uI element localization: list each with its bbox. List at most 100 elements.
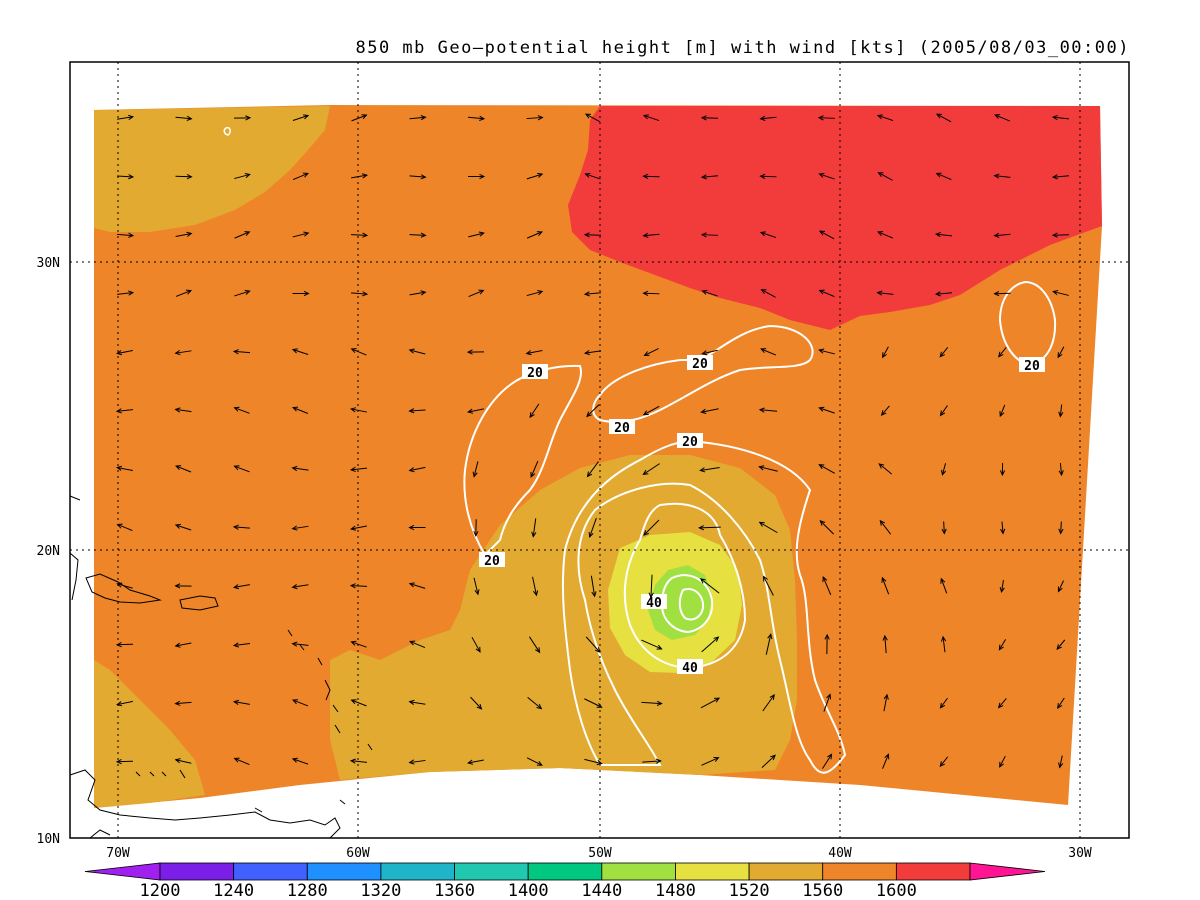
wind-arrow (292, 349, 309, 355)
wind-arrow (532, 518, 537, 537)
wind-arrow-head (822, 576, 828, 583)
wind-arrow-head (232, 642, 239, 648)
wind-arrow (994, 175, 1011, 178)
wind-arrow (351, 174, 367, 179)
wind-arrow-head (1056, 644, 1062, 651)
wind-arrow-head (473, 530, 479, 537)
wind-arrow (409, 409, 426, 412)
wind-arrow (877, 292, 894, 295)
wind-arrow (234, 465, 250, 473)
wind-arrow-head (233, 757, 240, 763)
wind-arrow-head (409, 640, 416, 646)
wind-arrow-head (533, 590, 539, 597)
wind-arrow (117, 116, 133, 120)
wind-arrow (585, 636, 601, 653)
wind-arrow-head (1051, 232, 1058, 238)
lon-axis-labels: 70W 60W 50W 40W 30W (106, 846, 1092, 861)
wind-arrow (234, 407, 250, 414)
wind-arrow (468, 759, 484, 764)
wind-arrow-head (420, 174, 427, 180)
wind-arrow-head (699, 578, 706, 584)
wind-arrow (819, 230, 835, 240)
wind-arrow-head (478, 289, 485, 295)
legend-swatch (969, 862, 1046, 881)
wind-arrow (292, 172, 309, 181)
wind-arrow (650, 574, 653, 598)
wind-arrow (936, 113, 952, 123)
wind-arrow-head (934, 291, 941, 297)
legend-label: 1200 (140, 881, 181, 900)
wind-arrow-head (536, 703, 543, 710)
wind-arrow (936, 172, 952, 181)
wind-arrow-head (818, 348, 825, 354)
legend-swatch (454, 862, 529, 881)
wind-arrow (819, 173, 835, 180)
wind-arrow-head (882, 634, 888, 641)
wind-arrow-head (186, 115, 193, 121)
wind-arrow-head (939, 761, 945, 768)
wind-arrow (643, 519, 660, 536)
wind-arrow (292, 584, 309, 588)
wind-arrow-head (588, 531, 594, 538)
wind-arrow-head (472, 471, 478, 478)
wind-arrow-head (479, 173, 486, 180)
wind-arrow (883, 694, 888, 712)
wind-arrow (765, 634, 772, 655)
wind-vectors (115, 113, 1070, 769)
wind-arrow (526, 757, 543, 766)
wind-arrow-head (759, 115, 766, 121)
wind-arrow (1059, 462, 1063, 476)
wind-arrow (643, 463, 660, 475)
wind-arrow-head (303, 114, 310, 120)
wind-arrow-head (818, 230, 825, 236)
wind-arrow-head (303, 231, 310, 237)
legend-swatch (527, 862, 603, 881)
wind-arrow-head (350, 640, 357, 646)
wind-arrow (700, 697, 720, 709)
wind-arrow (587, 461, 599, 477)
legend-label: 1440 (581, 881, 622, 900)
wind-arrow-head (537, 290, 544, 296)
wind-arrow-head (232, 699, 240, 705)
shade-1580 (568, 106, 1102, 330)
wind-arrow-head (642, 290, 649, 296)
wind-arrow-head (232, 584, 240, 590)
wind-arrow (467, 116, 485, 120)
wind-arrow-head (1057, 352, 1063, 359)
wind-arrow-head (116, 465, 123, 471)
lat-label-30n: 30N (37, 256, 60, 271)
wind-arrow (644, 348, 659, 356)
wind-arrow (175, 642, 192, 647)
wind-arrow-head (583, 291, 590, 297)
wind-arrow (760, 348, 777, 356)
wind-arrow-head (584, 113, 591, 119)
wind-arrow (759, 409, 778, 412)
wind-arrow (998, 346, 1007, 358)
coast-hispaniola (85, 573, 162, 604)
wind-arrow (762, 694, 775, 712)
contour-label-bg (677, 433, 703, 448)
wind-arrow-head (536, 760, 543, 766)
wind-arrow-head (467, 759, 474, 765)
wind-arrow (822, 754, 832, 769)
wind-arrow (292, 643, 309, 646)
wind-arrow (234, 701, 250, 705)
wind-arrow-head (244, 231, 251, 236)
wind-arrow (116, 233, 134, 237)
wind-arrow-head (128, 290, 135, 296)
wind-arrow (643, 405, 660, 416)
wind-arrow (1057, 346, 1065, 358)
wind-arrow-head (408, 467, 415, 473)
wind-arrow (409, 234, 426, 236)
wind-arrow-head (186, 174, 193, 180)
contour-west (463, 364, 582, 557)
wind-arrow (1057, 697, 1065, 709)
wind-arrow-head (536, 231, 543, 236)
wind-arrow (999, 404, 1006, 417)
wind-arrow-head (1057, 586, 1063, 593)
wind-arrow (589, 517, 597, 538)
lon-label-30w: 30W (1068, 846, 1092, 861)
wind-arrow (1001, 579, 1004, 593)
wind-arrow (473, 461, 479, 477)
wind-arrow (175, 290, 192, 297)
